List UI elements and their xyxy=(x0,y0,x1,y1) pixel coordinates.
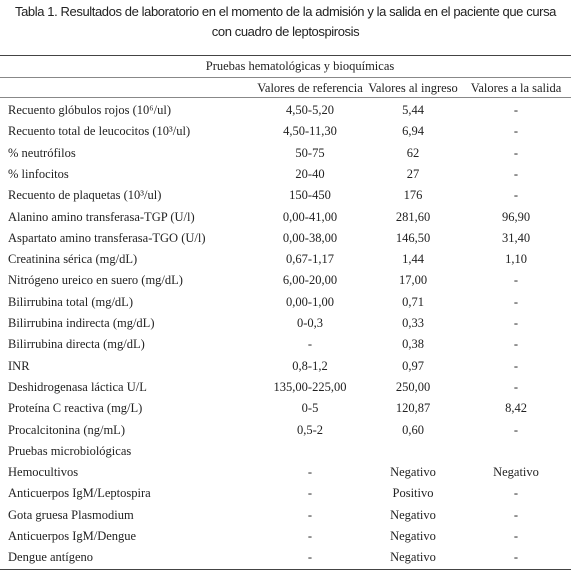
cell-value: - xyxy=(307,486,313,501)
cell-value: 4,50-11,30 xyxy=(283,124,337,139)
cell-value: - xyxy=(307,550,313,565)
cell-value: - xyxy=(307,507,313,522)
row-label: % linfocitos xyxy=(8,166,69,181)
row-label: Deshidrogenasa láctica U/L xyxy=(8,379,147,394)
cell-value: 0,00-38,00 xyxy=(282,230,338,245)
row-label: Anticuerpos IgM/Leptospira xyxy=(8,486,151,501)
column-header: Valores de referencia xyxy=(257,81,363,95)
row-label: Recuento glóbulos rojos (10⁶/ul) xyxy=(8,103,172,117)
cell-value: Negativo xyxy=(493,465,539,480)
row-label: Aspartato amino transferasa-TGO (U/l) xyxy=(8,230,206,245)
column-header: Valores al ingreso xyxy=(368,81,458,95)
row-label: Nitrógeno ureico en suero (mg/dL) xyxy=(8,273,183,288)
cell-value: - xyxy=(513,337,519,352)
cell-value: 5,44 xyxy=(402,103,424,117)
cell-value: 0-0,3 xyxy=(296,316,324,330)
cell-value: 0,60 xyxy=(402,422,424,437)
cell-value: 135,00-225,00 xyxy=(273,379,347,394)
row-label: Recuento total de leucocitos (10³/ul) xyxy=(8,124,191,139)
cell-value: - xyxy=(513,529,519,543)
row-label: Dengue antígeno xyxy=(8,550,94,565)
cell-value: 6,94 xyxy=(402,124,424,139)
cell-value: 96,90 xyxy=(501,209,531,224)
rule xyxy=(0,569,571,570)
cell-value: 0,67-1,17 xyxy=(286,252,334,267)
cell-value: Negativo xyxy=(390,465,436,480)
cell-value: 27 xyxy=(406,166,420,181)
cell-value: - xyxy=(513,166,519,181)
cell-value: 250,00 xyxy=(395,379,431,394)
table-title: Tabla 1. Resultados de laboratorio en el… xyxy=(14,4,557,39)
cell-value: 1,10 xyxy=(505,252,527,267)
cell-value: - xyxy=(513,507,519,522)
cell-value: 0,33 xyxy=(402,316,424,330)
rule xyxy=(0,77,571,78)
cell-value: - xyxy=(513,358,519,373)
cell-value: - xyxy=(307,529,313,543)
row-label: Procalcitonina (ng/mL) xyxy=(8,422,125,437)
cell-value: 50-75 xyxy=(295,145,325,160)
section-label: Pruebas microbiológicas xyxy=(8,443,132,458)
cell-value: - xyxy=(513,486,519,501)
row-label: % neutrófilos xyxy=(8,145,76,160)
cell-value: 0,8-1,2 xyxy=(292,358,328,373)
cell-value: 0,5-2 xyxy=(296,422,324,437)
row-label: Alanino amino transferasa-TGP (U/l) xyxy=(8,209,195,224)
row-label: Hemocultivos xyxy=(8,465,79,480)
cell-value: 0,00-1,00 xyxy=(286,294,334,309)
cell-value: 150-450 xyxy=(289,188,331,203)
cell-value: 1,44 xyxy=(402,252,424,267)
cell-value: - xyxy=(307,337,313,352)
row-label: Bilirrubina indirecta (mg/dL) xyxy=(8,316,155,330)
cell-value: 8,42 xyxy=(505,401,527,416)
cell-value: 146,50 xyxy=(395,230,431,245)
cell-value: 31,40 xyxy=(501,230,531,245)
row-label: Proteína C reactiva (mg/L) xyxy=(8,401,143,416)
section-header: Pruebas hematológicas y bioquímicas xyxy=(205,59,395,73)
row-label: Creatinina sérica (mg/dL) xyxy=(8,252,138,267)
cell-value: - xyxy=(513,316,519,330)
cell-value: - xyxy=(513,550,519,565)
cell-value: 0-5 xyxy=(301,401,319,416)
cell-value: 62 xyxy=(406,145,420,160)
cell-value: - xyxy=(513,273,519,288)
cell-value: - xyxy=(307,465,313,480)
row-label: Recuento de plaquetas (10³/ul) xyxy=(8,188,162,203)
row-label: Bilirrubina directa (mg/dL) xyxy=(8,337,145,352)
cell-value: 4,50-5,20 xyxy=(286,103,334,117)
cell-value: 0,00-41,00 xyxy=(282,209,338,224)
cell-value: - xyxy=(513,379,519,394)
cell-value: 120,87 xyxy=(395,401,431,416)
cell-value: Negativo xyxy=(390,550,436,565)
cell-value: - xyxy=(513,124,519,139)
cell-value: 6,00-20,00 xyxy=(282,273,338,288)
cell-value: - xyxy=(513,103,519,117)
cell-value: - xyxy=(513,422,519,437)
cell-value: Negativo xyxy=(390,507,436,522)
rule xyxy=(0,97,571,98)
rule xyxy=(0,55,571,56)
cell-value: Negativo xyxy=(390,529,436,543)
cell-value: 17,00 xyxy=(398,273,428,288)
cell-value: 281,60 xyxy=(395,209,431,224)
cell-value: - xyxy=(513,188,519,203)
cell-value: 0,97 xyxy=(402,358,424,373)
cell-value: - xyxy=(513,145,519,160)
row-label: INR xyxy=(8,358,30,373)
cell-value: 176 xyxy=(403,188,423,203)
row-label: Bilirrubina total (mg/dL) xyxy=(8,294,133,309)
cell-value: 0,71 xyxy=(402,294,424,309)
row-label: Anticuerpos IgM/Dengue xyxy=(8,529,137,543)
row-label: Gota gruesa Plasmodium xyxy=(8,507,134,522)
cell-value: 0,38 xyxy=(402,337,424,352)
cell-value: - xyxy=(513,294,519,309)
cell-value: Positivo xyxy=(392,486,434,501)
cell-value: 20-40 xyxy=(295,166,325,181)
column-header: Valores a la salida xyxy=(470,81,562,95)
